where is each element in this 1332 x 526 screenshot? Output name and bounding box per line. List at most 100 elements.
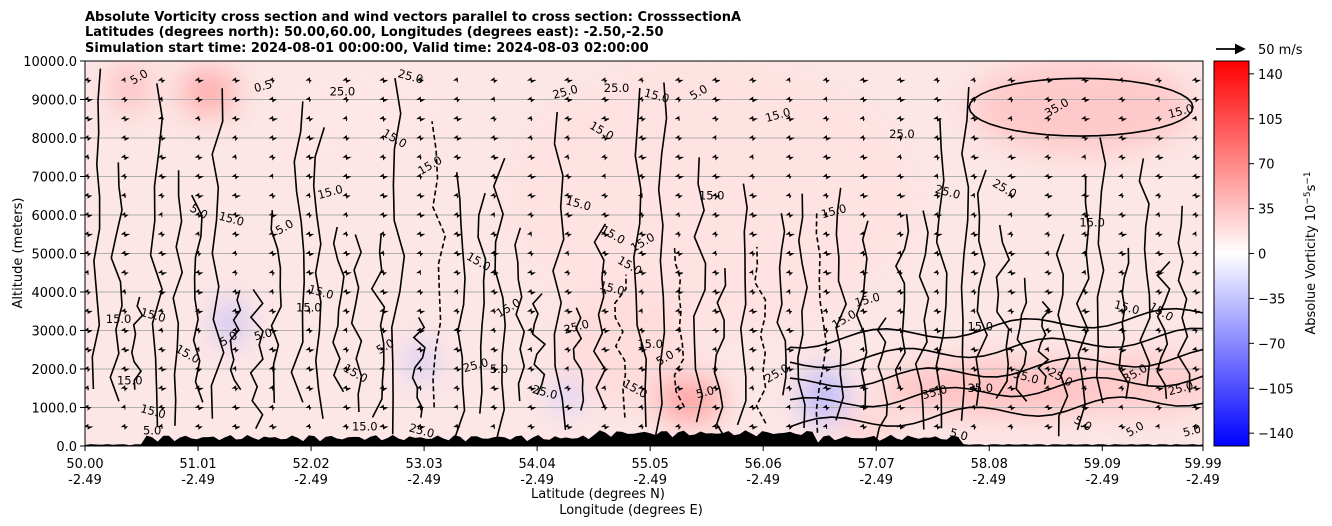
wind-vector-147 (933, 346, 943, 353)
x-tick-lon-3: -2.49 (407, 473, 441, 488)
wind-vector-375 (194, 192, 204, 199)
wind-vector-151 (1080, 346, 1090, 353)
wind-vector-496 (85, 115, 94, 122)
wind-vector-393 (859, 192, 869, 199)
wind-vector-506 (453, 115, 463, 122)
contour-line-18 (454, 172, 466, 438)
wind-vector-351 (453, 212, 462, 219)
wind-vector-544 (711, 96, 721, 103)
wind-vector-5 (268, 423, 278, 430)
wind-vector-161 (305, 327, 313, 334)
wind-vector-399 (1080, 192, 1090, 199)
wind-vector-356 (637, 212, 645, 219)
wind-vector-144 (822, 346, 831, 353)
wind-vector-445 (489, 154, 499, 161)
contour-line-51 (1118, 247, 1130, 399)
wind-vector-352 (489, 212, 496, 218)
wind-vector-372 (85, 192, 93, 199)
wind-vector-277 (1154, 269, 1165, 276)
x-tick-lat-6: 56.06 (745, 457, 782, 472)
wind-vector-99 (305, 366, 316, 372)
wind-vector-24 (970, 423, 977, 431)
wind-vector-293 (600, 250, 610, 257)
wind-vector-152 (1117, 346, 1127, 353)
wind-vector-338 (1117, 231, 1128, 238)
wind-vector-35 (231, 404, 241, 411)
x-tick-lat-5: 55.05 (632, 457, 669, 472)
wind-vector-360 (785, 212, 794, 219)
contour-line-42 (935, 118, 948, 429)
wind-vector-385 (563, 192, 574, 199)
wind-vector-267 (785, 269, 794, 276)
x-tick-lat-9: 59.09 (1084, 457, 1121, 472)
contour-line-3 (149, 83, 164, 427)
vorticity-blob-12 (275, 61, 455, 177)
colorbar-label: Absolue Vorticity 10−5s−1 (1303, 171, 1319, 334)
wind-vector-529 (157, 96, 163, 102)
wind-vector-552 (1007, 96, 1014, 104)
wind-vector-245 (1117, 289, 1123, 295)
wind-vector-97 (231, 366, 237, 372)
x-tick-lat-7: 57.07 (858, 457, 895, 472)
wind-vector-536 (416, 96, 426, 103)
x-axis: 50.00-2.4951.01-2.4952.02-2.4953.03-2.49… (66, 446, 1222, 488)
wind-vector-3 (194, 423, 203, 430)
wind-vector-559 (120, 77, 126, 83)
wind-vector-508 (526, 115, 533, 122)
wind-vector-149 (1007, 346, 1015, 353)
wind-vector-190 (231, 308, 240, 315)
wind-vector-164 (416, 327, 425, 334)
wind-vector-55 (970, 404, 976, 410)
wind-vector-422 (785, 173, 792, 179)
wind-vector-73 (489, 385, 500, 392)
wind-vector-578 (822, 77, 830, 84)
wind-vector-251 (194, 269, 204, 276)
wind-vector-455 (859, 154, 868, 161)
wind-vector-560 (157, 77, 166, 84)
wind-vector-157 (157, 327, 164, 333)
contour-line-closed (968, 77, 1194, 137)
contour-line-7 (229, 289, 242, 391)
wind-vector-542 (637, 96, 644, 102)
wind-vector-447 (563, 154, 570, 160)
wind-vector-178 (933, 327, 943, 334)
wind-vector-91 (1154, 385, 1165, 392)
wind-vector-105 (526, 366, 535, 373)
wind-vector-15 (637, 423, 644, 430)
wind-vector-272 (970, 269, 979, 276)
wind-vector-569 (489, 77, 498, 84)
wind-vector-87 (1007, 385, 1016, 392)
wind-vector-493 (1117, 135, 1128, 141)
wind-vector-565 (342, 77, 352, 84)
wind-vector-500 (231, 115, 241, 122)
wind-vector-509 (563, 115, 573, 122)
wind-vector-25 (1007, 423, 1014, 431)
wind-vector-49 (748, 404, 757, 411)
wind-vector-477 (526, 135, 534, 141)
wind-vector-32 (120, 404, 126, 410)
wind-vector-10 (453, 423, 461, 430)
wind-vector-288 (416, 250, 424, 257)
wind-vector-120 (1080, 366, 1087, 372)
wind-vector-347 (305, 212, 312, 219)
wind-vector-43 (526, 404, 537, 411)
wind-vector-324 (600, 231, 610, 238)
wind-vector-59 (1117, 404, 1124, 410)
contour-line-46 (1015, 277, 1028, 402)
wind-vector-17 (711, 423, 721, 430)
wind-vector-295 (674, 250, 684, 257)
contour-label-62: 5.0 (143, 423, 161, 437)
wind-vector-171 (674, 327, 680, 333)
wind-vector-408 (268, 173, 274, 179)
wind-vector-538 (489, 96, 496, 102)
vorticity-blob-7 (801, 369, 847, 423)
wind-vector-550 (933, 96, 943, 103)
x-tick-lon-8: -2.49 (972, 473, 1006, 488)
colorbar-tick-label-4: 0 (1258, 248, 1266, 263)
wind-vector-342 (120, 212, 129, 219)
wind-vector-481 (674, 135, 683, 142)
wind-vector-587 (1154, 77, 1163, 84)
contour-label-58: 25.0 (531, 382, 559, 402)
wind-vector-63 (120, 385, 128, 392)
wind-vector-39 (379, 404, 388, 411)
